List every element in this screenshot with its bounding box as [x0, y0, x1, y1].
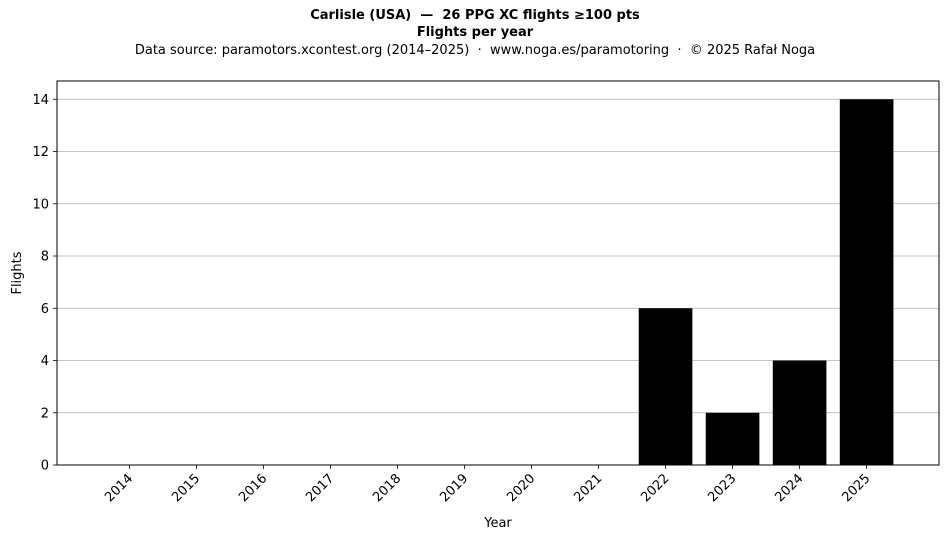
x-tick-label: 2024: [772, 471, 806, 505]
y-tick-label: 14: [32, 93, 49, 108]
y-tick-label: 4: [41, 354, 49, 369]
x-tick-label: 2014: [102, 471, 136, 505]
bar-2022: [638, 308, 693, 465]
y-tick-label: 12: [32, 145, 49, 160]
bar-2024: [772, 360, 827, 465]
chart-title: Carlisle (USA) — 26 PPG XC flights ≥100 …: [310, 8, 640, 23]
y-tick-label: 6: [41, 302, 49, 317]
chart-subtitle: Flights per year: [416, 25, 534, 40]
x-tick-label: 2021: [571, 471, 605, 505]
bar-2025: [839, 99, 894, 466]
x-tick-label: 2015: [169, 471, 203, 505]
source-note: Data source: paramotors.xcontest.org (20…: [134, 43, 816, 58]
x-tick-label: 2023: [705, 471, 739, 505]
x-tick-label: 2019: [437, 471, 471, 505]
x-tick-label: 2022: [638, 471, 672, 505]
x-tick-label: 2018: [370, 471, 404, 505]
y-tick-label: 8: [41, 250, 49, 265]
y-axis-label: Flights: [10, 251, 25, 294]
x-axis: 2014 2015 2016 2017 2018 2019 2020 2021 2022 2023…: [102, 465, 873, 505]
y-tick-label: 2: [41, 406, 49, 421]
x-tick-label: 2016: [236, 471, 270, 505]
x-tick-label: 2017: [303, 471, 337, 505]
y-tick-label: 0: [41, 459, 49, 474]
bar-2023: [705, 412, 760, 465]
x-tick-label: 2020: [504, 471, 538, 505]
x-axis-label: Year: [483, 516, 512, 531]
y-axis: 0 2 4 6 8 10 12 14: [32, 93, 57, 474]
y-tick-label: 10: [32, 197, 49, 212]
plot-frame: [56, 80, 940, 466]
grid-lines: [57, 98, 939, 414]
x-tick-label: 2025: [839, 471, 873, 505]
bars: [638, 99, 894, 466]
